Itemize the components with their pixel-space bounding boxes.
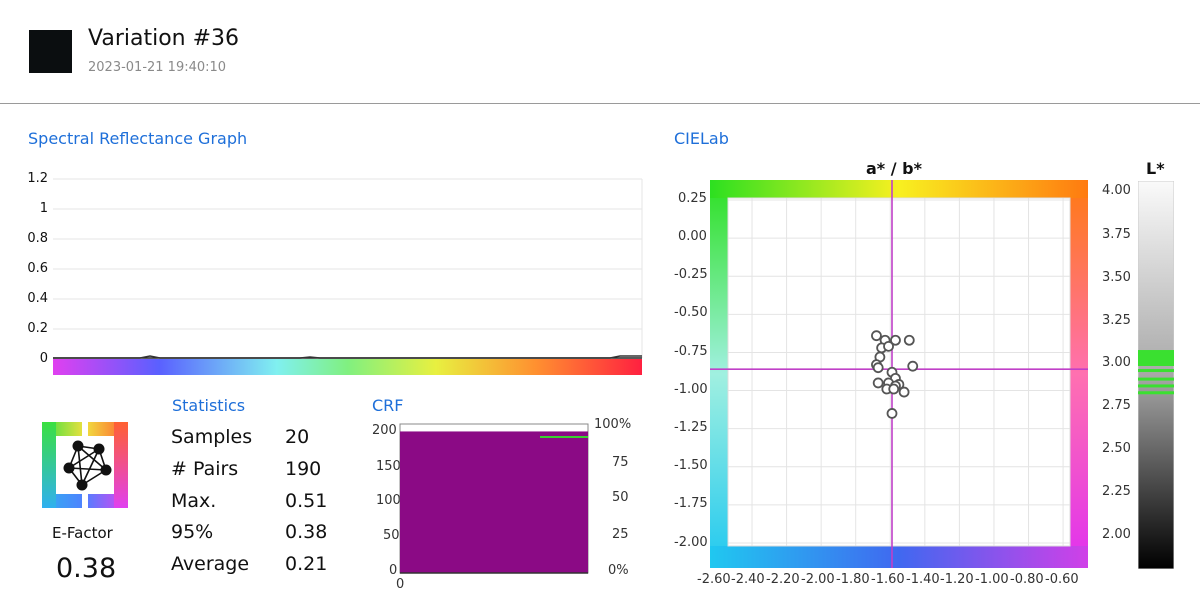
scatter-point	[886, 408, 898, 419]
crf-left-tick: 100	[376, 493, 401, 508]
ab-ytick: -2.00	[674, 535, 708, 550]
efactor-value: 0.38	[56, 553, 117, 584]
l-tick: 3.25	[1102, 313, 1131, 328]
crf-right-tick: 75	[612, 455, 629, 470]
ab-plot	[710, 180, 1088, 568]
ab-title: a* / b*	[866, 159, 922, 178]
crf-left-tick: 0	[389, 563, 398, 578]
ab-xtick: -0.60	[1045, 572, 1079, 587]
color-swatch	[29, 30, 72, 73]
ab-xtick: -1.40	[906, 572, 940, 587]
spectral-ytick: 1	[39, 201, 48, 216]
ab-ytick: 0.00	[678, 229, 707, 244]
stat-label-95: 95%	[171, 521, 214, 543]
ab-ytick: -1.25	[674, 420, 708, 435]
crf-chart	[399, 423, 589, 574]
ab-xtick: -1.20	[940, 572, 974, 587]
ab-xtick: -1.60	[871, 572, 905, 587]
spectral-ytick: 0	[39, 351, 48, 366]
ab-ytick: -1.75	[674, 496, 708, 511]
efactor-label: E-Factor	[52, 524, 113, 542]
spectral-ytick: 0.6	[27, 261, 48, 276]
stat-label-samples: Samples	[171, 426, 253, 448]
ab-ytick: -1.50	[674, 458, 708, 473]
scatter-point	[898, 386, 910, 398]
scatter-point	[888, 383, 900, 395]
crf-right-tick: 100%	[594, 417, 632, 432]
ab-xtick: -0.80	[1010, 572, 1044, 587]
stat-value-average: 0.21	[285, 553, 328, 575]
l-marker	[1138, 377, 1174, 381]
crf-x-label: 0	[396, 577, 405, 592]
l-marker	[1138, 360, 1174, 364]
scatter-point	[890, 334, 901, 346]
stat-label-pairs: # Pairs	[171, 458, 239, 480]
ab-ytick: -0.75	[674, 344, 708, 359]
ab-xtick: -1.80	[836, 572, 870, 587]
crf-left-tick: 50	[383, 528, 400, 543]
l-marker	[1138, 369, 1174, 373]
page-title: Variation #36	[88, 26, 240, 51]
scatter-point	[872, 362, 884, 374]
ab-ytick: 0.25	[678, 191, 707, 206]
crf-left-tick: 150	[376, 459, 401, 474]
network-graph-icon	[42, 422, 128, 508]
l-tick: 3.50	[1102, 270, 1131, 285]
scatter-point	[907, 360, 919, 372]
ab-xtick: -2.40	[731, 572, 765, 587]
l-marker	[1138, 384, 1174, 388]
scatter-point	[883, 340, 894, 352]
l-title: L*	[1146, 159, 1165, 178]
stat-label-average: Average	[171, 553, 250, 575]
spectral-title[interactable]: Spectral Reflectance Graph	[28, 129, 248, 148]
ab-xtick: -1.00	[975, 572, 1009, 587]
crf-left-tick: 200	[372, 423, 397, 438]
crf-right-tick: 25	[612, 527, 629, 542]
scatter-point	[903, 334, 915, 346]
scatter-point	[872, 377, 884, 389]
crf-title[interactable]: CRF	[372, 396, 404, 415]
crf-fill-bar	[400, 431, 588, 573]
l-tick: 2.75	[1102, 398, 1131, 413]
spectral-ytick: 0.2	[27, 321, 48, 336]
spectral-graph	[53, 178, 643, 375]
l-marker	[1138, 391, 1174, 395]
l-tick: 2.50	[1102, 441, 1131, 456]
ab-ytick: -0.25	[674, 267, 708, 282]
ab-xtick: -2.20	[766, 572, 800, 587]
l-bar	[1138, 181, 1174, 569]
spectral-ytick: 0.8	[27, 231, 48, 246]
timestamp: 2023-01-21 19:40:10	[88, 60, 227, 75]
statistics-title[interactable]: Statistics	[172, 396, 246, 415]
spectrum-bar	[53, 359, 642, 375]
ab-ytick: -0.50	[674, 305, 708, 320]
l-tick: 4.00	[1102, 183, 1131, 198]
ab-xtick: -2.00	[801, 572, 835, 587]
cielab-title[interactable]: CIELab	[674, 129, 729, 148]
ab-xtick: -2.60	[697, 572, 731, 587]
l-tick: 3.00	[1102, 355, 1131, 370]
crf-right-tick: 0%	[608, 563, 629, 578]
stat-label-max: Max.	[171, 490, 217, 512]
stat-value-pairs: 190	[285, 458, 322, 480]
l-marker	[1138, 351, 1174, 355]
scatter-point	[871, 330, 882, 342]
stat-value-95: 0.38	[285, 521, 328, 543]
spectral-ytick: 1.2	[27, 171, 48, 186]
l-tick: 2.25	[1102, 484, 1131, 499]
stat-value-samples: 20	[285, 426, 310, 448]
l-tick: 2.00	[1102, 527, 1131, 542]
l-tick: 3.75	[1102, 227, 1131, 242]
divider	[0, 103, 1200, 104]
spectral-ytick: 0.4	[27, 291, 48, 306]
stat-value-max: 0.51	[285, 490, 328, 512]
crf-right-tick: 50	[612, 490, 629, 505]
ab-ytick: -1.00	[674, 382, 708, 397]
